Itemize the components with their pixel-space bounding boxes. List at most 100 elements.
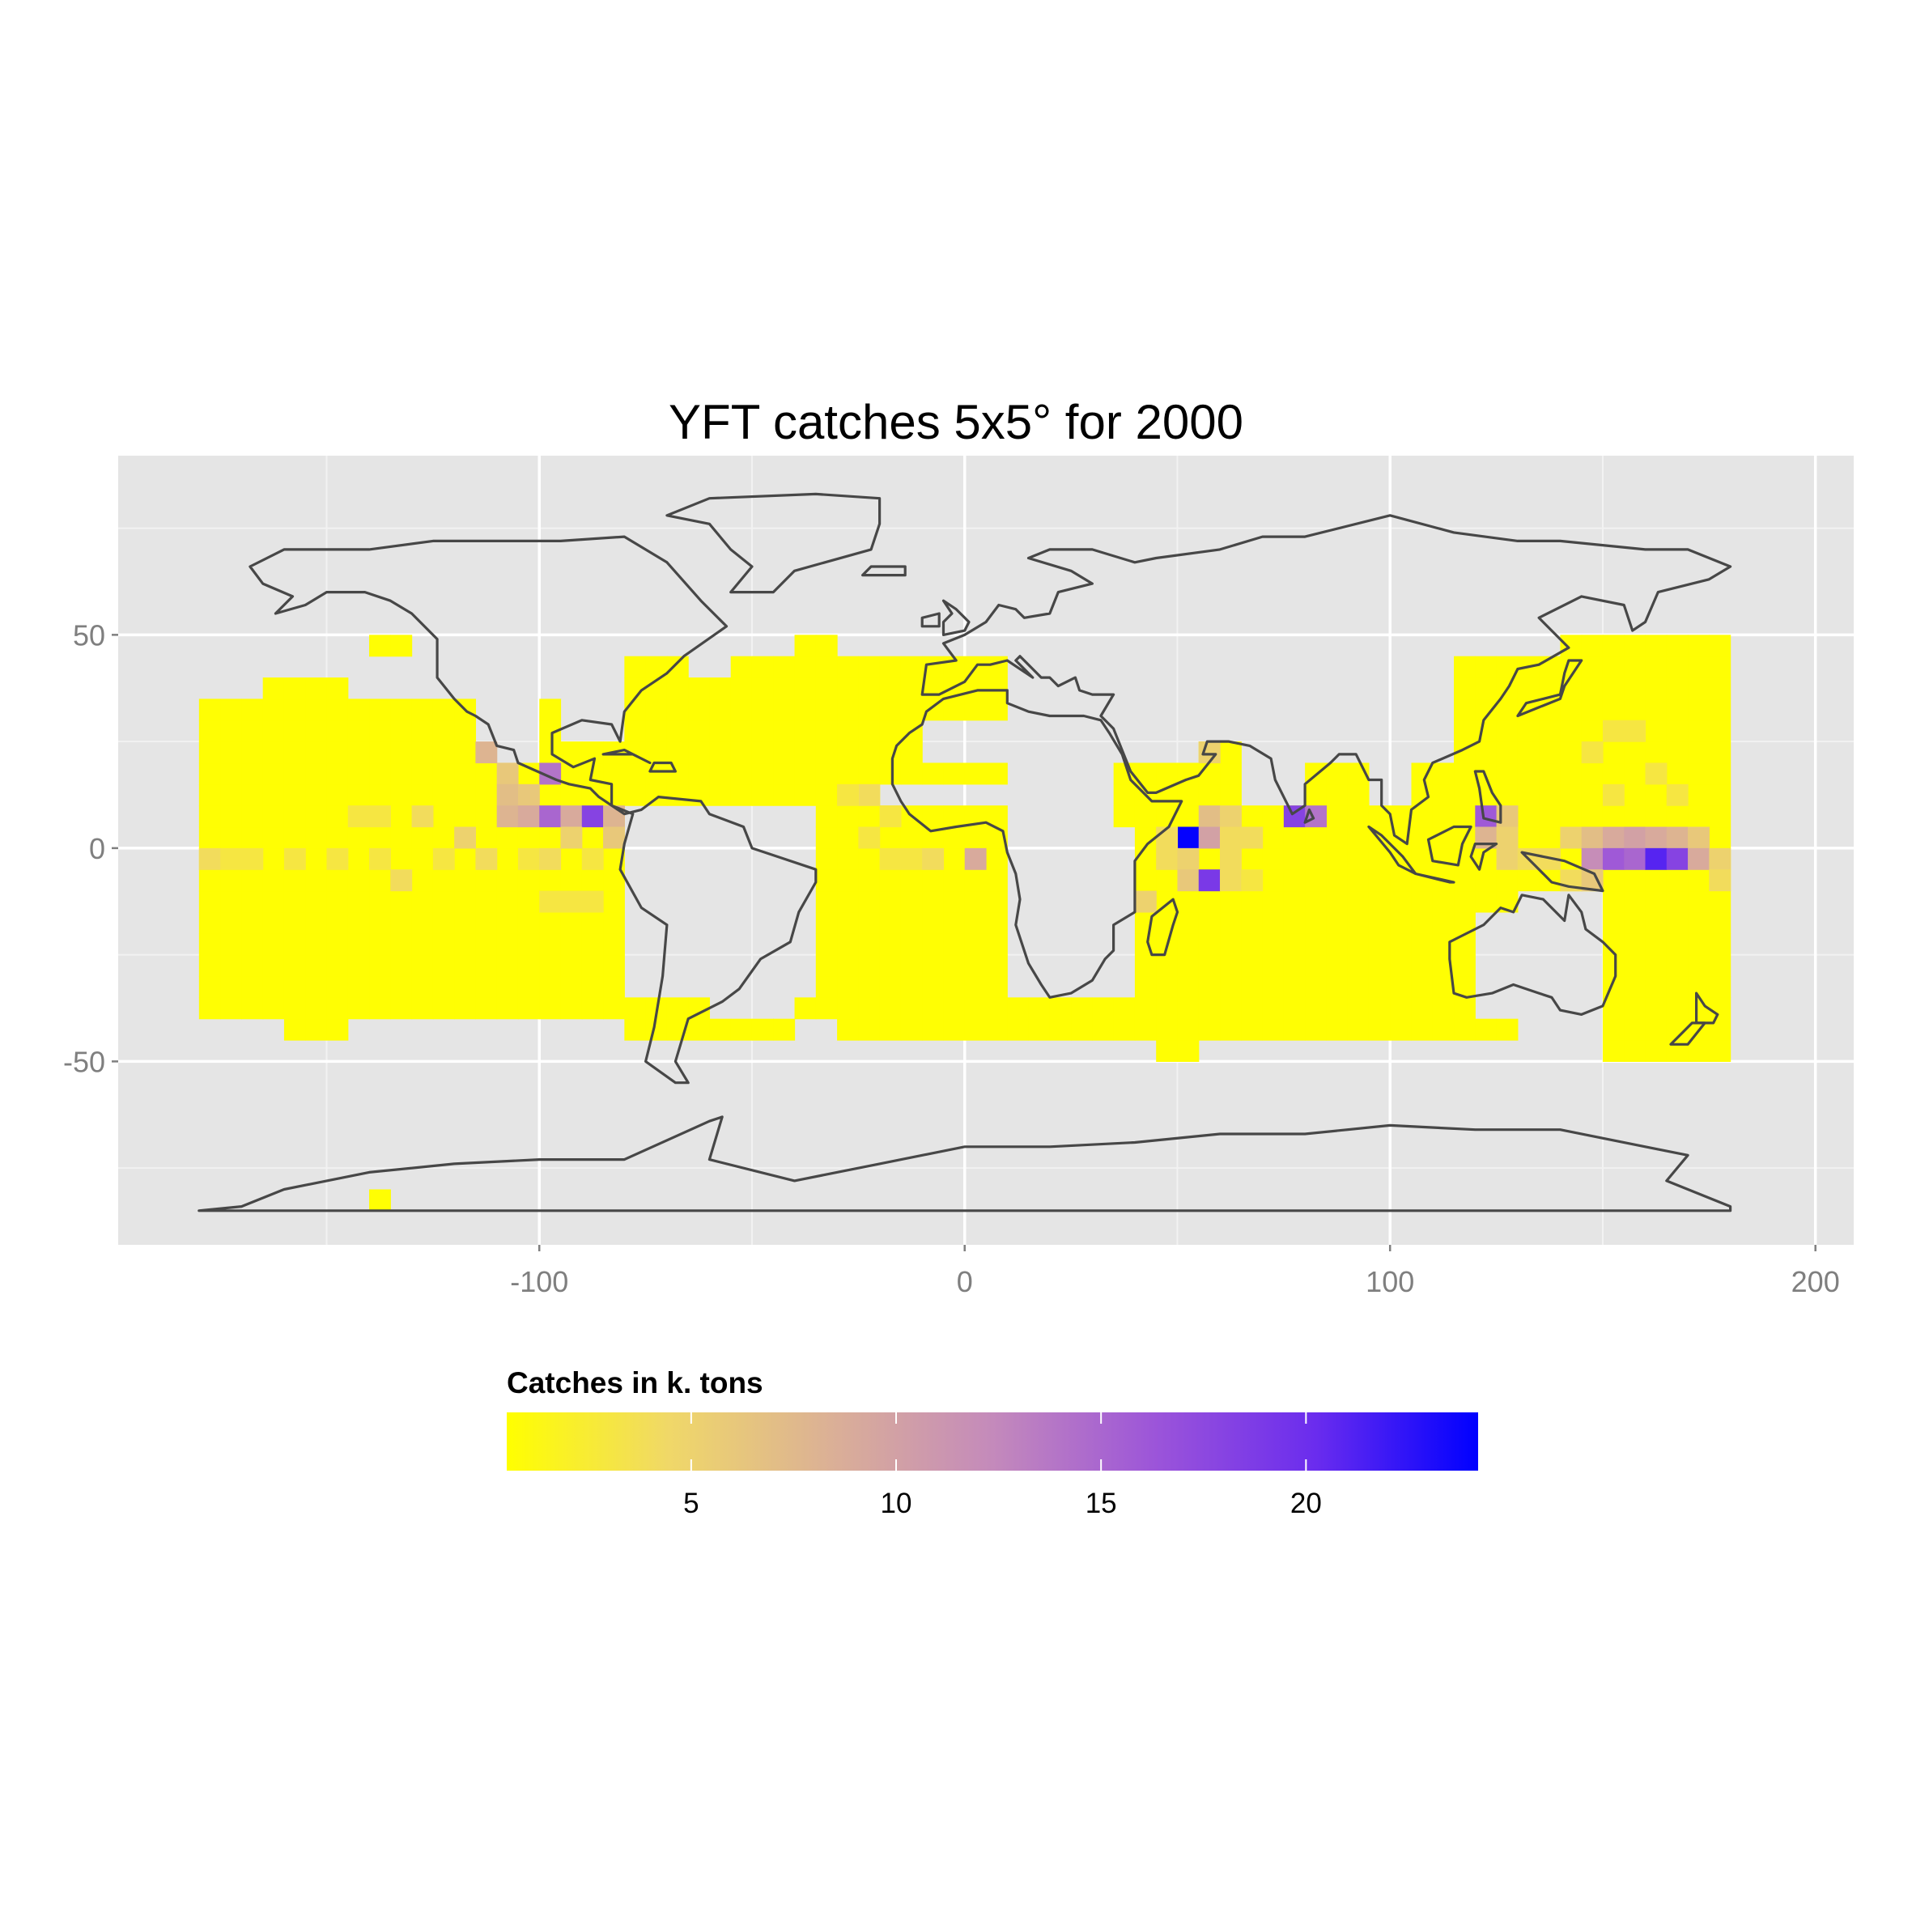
catch-cell-background [347, 869, 370, 892]
catch-cell-background [815, 911, 838, 934]
catch-cell-background [241, 805, 264, 828]
catch-cell-background [432, 762, 455, 785]
catch-cell-background [986, 954, 1008, 977]
catch-cell-background [879, 826, 902, 849]
catch-cell [1198, 805, 1221, 828]
catch-cell-background [624, 783, 647, 806]
catch-cell [369, 805, 391, 828]
catch-cell-background [1475, 869, 1498, 892]
catch-cell-background [794, 656, 817, 678]
catch-cell [900, 847, 923, 870]
catch-cell-background [1283, 911, 1306, 934]
x-tick-label: 200 [1791, 1265, 1840, 1298]
catch-cell-background [369, 720, 391, 742]
catch-cell-background [1262, 805, 1285, 828]
catch-cell-background [241, 762, 264, 785]
catch-cell-background [1709, 826, 1731, 849]
catch-cell-background [666, 762, 689, 785]
catch-cell-background [1602, 869, 1625, 892]
catch-cell-background [1326, 783, 1349, 806]
catch-cell-background [283, 954, 306, 977]
catch-cell-background [1390, 933, 1413, 956]
catch-cell-background [879, 698, 902, 721]
catch-cell-background [603, 975, 625, 998]
catch-cell-background [645, 720, 668, 742]
catch-cell-background [1624, 805, 1646, 828]
catch-cell-background [986, 890, 1008, 913]
catch-cell-background [1602, 805, 1625, 828]
catch-cell-background [879, 1018, 902, 1041]
catch-cell-background [858, 762, 881, 785]
catch-cell-background [1198, 954, 1221, 977]
catch-cell-background [1347, 933, 1370, 956]
land-outline [665, 492, 882, 594]
catch-cell-background [943, 847, 966, 870]
catch-cell-background [858, 677, 881, 700]
catch-cell-background [1411, 1018, 1434, 1041]
catch-cell-background [390, 933, 413, 956]
catch-cell-background [943, 805, 966, 828]
catch-cell-background [1602, 1018, 1625, 1041]
catch-cell-background [369, 869, 391, 892]
catch-cell [1496, 826, 1519, 849]
catch-cell-background [666, 720, 689, 742]
catch-cell-background [390, 741, 413, 764]
catch-cell-background [220, 997, 242, 1020]
catch-cell-background [411, 933, 434, 956]
catch-cell-background [1411, 975, 1434, 998]
catch-cell-background [1539, 805, 1561, 828]
catch-cell-background [1390, 869, 1413, 892]
catch-cell-background [1624, 890, 1646, 913]
catch-cell-background [220, 762, 242, 785]
catch-cell-background [517, 869, 540, 892]
catch-cell-background [369, 975, 391, 998]
catch-cell-background [1496, 741, 1519, 764]
catch-cell-background [943, 933, 966, 956]
catch-cell-background [390, 698, 413, 721]
catch-cell-background [879, 656, 902, 678]
catch-cell-background [326, 911, 349, 934]
catch-cell-background [432, 997, 455, 1020]
catch-cell-background [262, 720, 285, 742]
catch-cell-background [603, 997, 625, 1020]
catch-cell-background [326, 805, 349, 828]
catch-cell-background [1602, 997, 1625, 1020]
catch-cell [1220, 826, 1242, 849]
catch-cell-background [1454, 783, 1476, 806]
catch-cell-background [1198, 933, 1221, 956]
catch-cell-background [709, 720, 732, 742]
catch-cell-background [1347, 869, 1370, 892]
catch-cell-background [1496, 1018, 1519, 1041]
catch-cell-background [305, 720, 328, 742]
catch-cell [539, 847, 562, 870]
land-outline [1426, 825, 1472, 867]
catch-cell-background [1368, 997, 1391, 1020]
catch-cell-background [1624, 656, 1646, 678]
catch-cell-background [347, 783, 370, 806]
catch-cell-background [241, 997, 264, 1020]
catch-cell-background [1432, 975, 1455, 998]
catch-cell-background [1262, 954, 1285, 977]
catch-cell-background [1411, 997, 1434, 1020]
catch-cell-background [326, 933, 349, 956]
catch-cell-background [1305, 933, 1327, 956]
catch-cell-background [837, 847, 859, 870]
catch-cell-background [1624, 783, 1646, 806]
catch-cell-background [1156, 869, 1179, 892]
catch-cell [241, 847, 264, 870]
catch-cell-background [943, 975, 966, 998]
catch-cells [198, 635, 1731, 1212]
catch-cell-background [1645, 954, 1668, 977]
catch-cell-background [517, 826, 540, 849]
catch-cell [1581, 847, 1604, 870]
catch-cell-background [900, 975, 923, 998]
catch-cell-background [1517, 805, 1540, 828]
catch-cell-background [283, 997, 306, 1020]
catch-cell-background [411, 698, 434, 721]
catch-cell [1602, 826, 1625, 849]
catch-cell-background [496, 869, 519, 892]
catch-cell-background [986, 1018, 1008, 1041]
catch-cell-background [305, 698, 328, 721]
catch-cell-background [432, 890, 455, 913]
